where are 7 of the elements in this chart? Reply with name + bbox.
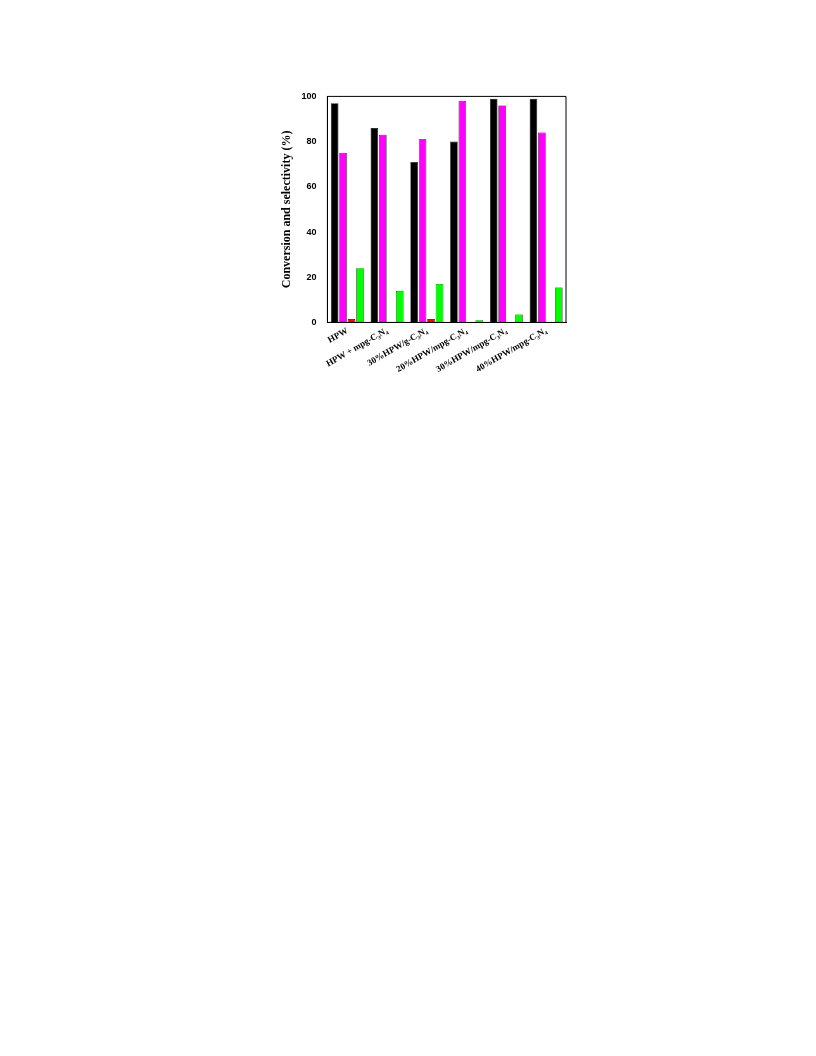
y-tick-label: 100 — [301, 90, 317, 101]
y-tick-label: 0 — [311, 316, 317, 327]
y-tick-label: 40 — [306, 226, 317, 237]
y-tick-label: 20 — [306, 271, 317, 282]
y-axis-title: Conversion and selectivity (%) — [279, 130, 294, 289]
y-tick-label: 80 — [306, 136, 317, 147]
y-tick-label: 60 — [306, 181, 317, 192]
